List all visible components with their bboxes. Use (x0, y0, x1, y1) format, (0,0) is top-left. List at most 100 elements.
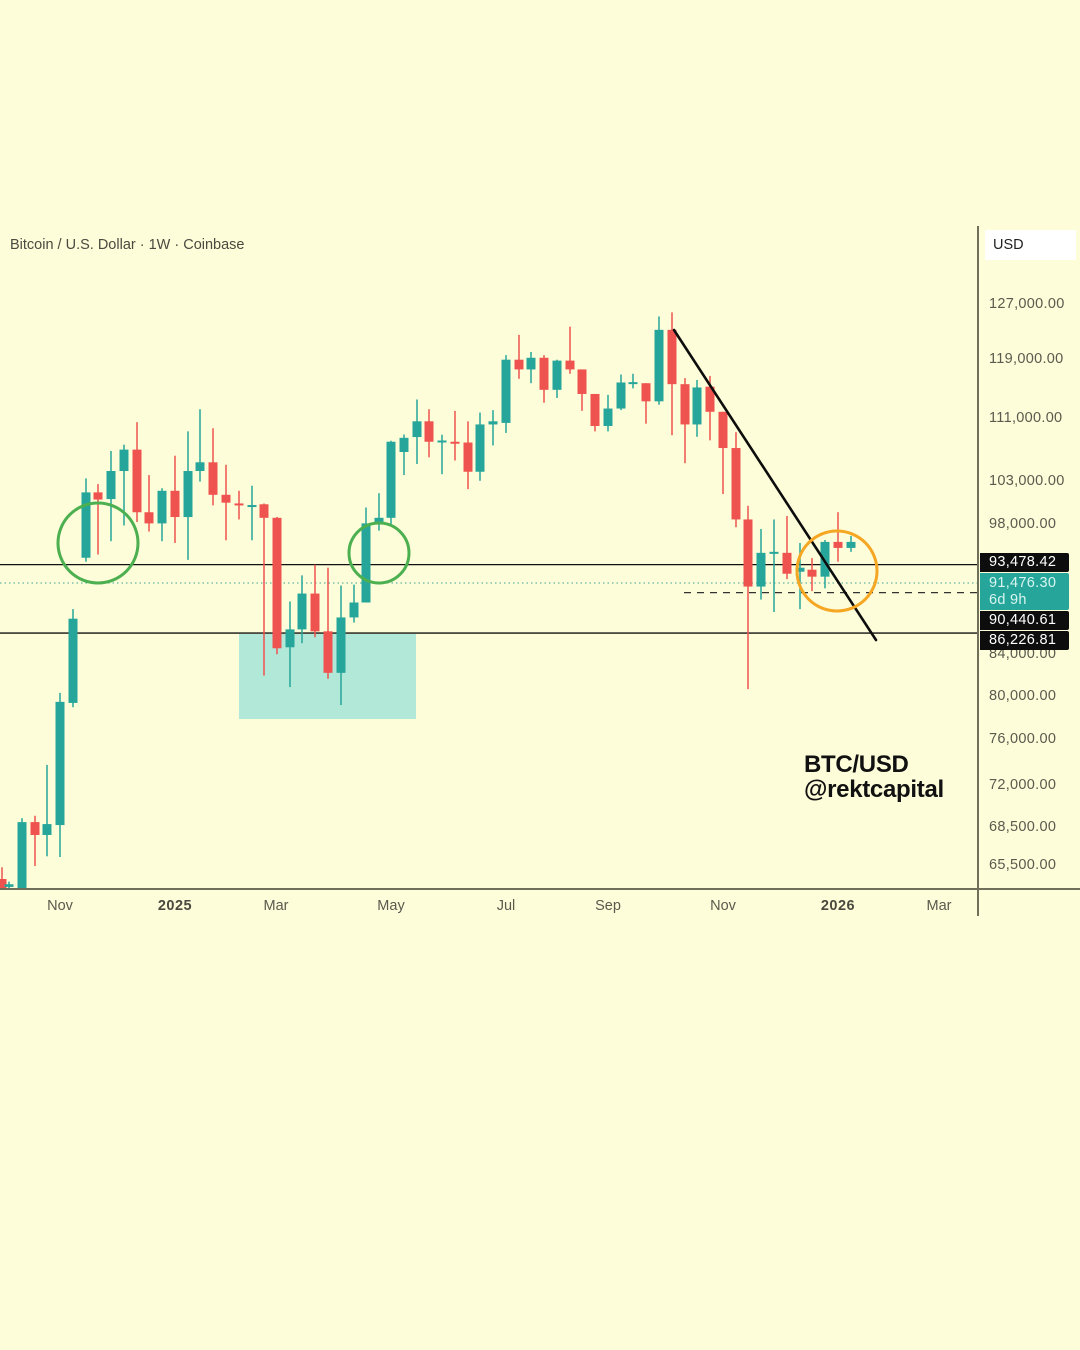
watermark: BTC/USD @rektcapital (804, 752, 944, 802)
bullish-candle[interactable] (55, 701, 65, 826)
bullish-candle[interactable] (374, 517, 384, 524)
bullish-candle[interactable] (386, 441, 396, 518)
bullish-candle[interactable] (488, 421, 498, 425)
price-axis-tick: 84,000.00 (989, 646, 1057, 663)
bullish-candle[interactable] (552, 360, 562, 390)
price-axis-divider (977, 226, 979, 916)
bullish-candle[interactable] (475, 424, 485, 472)
bearish-candle[interactable] (539, 357, 549, 390)
bearish-candle[interactable] (641, 383, 651, 402)
bullish-candle[interactable] (297, 593, 307, 630)
bullish-candle[interactable] (654, 329, 664, 402)
bearish-candle[interactable] (565, 360, 575, 370)
bullish-candle[interactable] (157, 490, 167, 524)
resistance-price-tag: 93,478.42 (980, 553, 1069, 572)
bearish-candle[interactable] (705, 386, 715, 412)
bullish-candle[interactable] (412, 421, 422, 438)
bullish-candle[interactable] (247, 505, 257, 508)
last-price-value: 91,476.30 (989, 575, 1057, 591)
bullish-candle[interactable] (17, 822, 27, 895)
bullish-candle[interactable] (4, 884, 14, 887)
bearish-candle[interactable] (30, 822, 40, 835)
bearish-candle[interactable] (272, 517, 282, 649)
candles-group (0, 312, 856, 895)
bearish-candle[interactable] (577, 369, 587, 394)
bearish-candle[interactable] (93, 492, 103, 500)
time-axis-tick: Nov (710, 898, 736, 914)
price-axis-tick: 127,000.00 (989, 296, 1065, 312)
bullish-candle[interactable] (846, 541, 856, 548)
bearish-candle[interactable] (680, 384, 690, 425)
bearish-candle[interactable] (782, 552, 792, 574)
bullish-candle[interactable] (68, 618, 78, 703)
price-axis-tick: 98,000.00 (989, 515, 1057, 532)
bullish-candle[interactable] (336, 617, 346, 673)
bullish-candle[interactable] (349, 602, 359, 618)
time-axis-tick: Nov (47, 898, 73, 914)
currency-selector[interactable]: USD (985, 230, 1076, 260)
price-axis-tick: 68,500.00 (989, 819, 1057, 836)
highlight-circle-green (56, 501, 140, 585)
bullish-candle[interactable] (42, 824, 52, 835)
bearish-candle[interactable] (259, 504, 269, 518)
time-axis-tick: Mar (926, 898, 952, 914)
bullish-candle[interactable] (628, 382, 638, 385)
bearish-candle[interactable] (743, 519, 753, 587)
bullish-candle[interactable] (361, 523, 371, 603)
highlight-circle-green (347, 521, 411, 585)
bearish-candle[interactable] (450, 441, 460, 444)
watermark-symbol: BTC/USD (804, 751, 909, 778)
support-price-tag: 86,226.81 (980, 631, 1069, 650)
bullish-candle[interactable] (106, 471, 116, 500)
bullish-candle[interactable] (526, 357, 536, 370)
bullish-candle[interactable] (437, 440, 447, 443)
bearish-candle[interactable] (221, 494, 231, 503)
bearish-candle[interactable] (463, 442, 473, 472)
bearish-candle[interactable] (310, 593, 320, 632)
bearish-candle[interactable] (590, 393, 600, 426)
bullish-candle[interactable] (795, 567, 805, 572)
price-axis-tick: 80,000.00 (989, 687, 1057, 704)
bearish-candle[interactable] (424, 421, 434, 442)
bullish-candle[interactable] (756, 552, 766, 587)
bullish-candle[interactable] (119, 449, 129, 472)
bullish-candle[interactable] (769, 551, 779, 554)
bearish-candle[interactable] (234, 503, 244, 506)
descending-trendline (672, 328, 878, 642)
bullish-candle[interactable] (81, 492, 91, 558)
bearish-candle[interactable] (170, 490, 180, 518)
bearish-candle[interactable] (323, 631, 333, 673)
price-axis-tick: 76,000.00 (989, 730, 1057, 747)
bearish-candle[interactable] (514, 359, 524, 370)
time-axis-tick: May (377, 898, 405, 914)
bullish-candle[interactable] (399, 437, 409, 452)
bullish-candle[interactable] (183, 471, 193, 518)
bearish-candle[interactable] (667, 329, 677, 385)
bullish-candle[interactable] (820, 541, 830, 577)
bearish-candle[interactable] (807, 569, 817, 577)
time-axis-tick: 2025 (157, 898, 193, 914)
bullish-candle[interactable] (603, 408, 613, 426)
time-axis-tick: Sep (595, 898, 621, 914)
mid-level-price-tag: 90,440.61 (980, 611, 1069, 630)
watermark-author: @rektcapital (804, 776, 944, 803)
bullish-candle[interactable] (616, 382, 626, 409)
time-axis-tick: Mar (263, 898, 289, 914)
last-price-tag: 91,476.30 6d 9h (980, 573, 1069, 610)
price-axis-tick: 65,500.00 (989, 856, 1057, 873)
bearish-candle[interactable] (731, 448, 741, 520)
highlight-circle-orange (795, 529, 879, 613)
bearish-candle[interactable] (132, 449, 142, 513)
chart-title: Bitcoin / U.S. Dollar · 1W · Coinbase (10, 237, 245, 253)
bullish-candle[interactable] (501, 359, 511, 423)
bearish-candle[interactable] (0, 878, 7, 891)
bullish-candle[interactable] (285, 629, 295, 648)
bullish-candle[interactable] (195, 462, 205, 472)
bearish-candle[interactable] (144, 512, 154, 524)
bearish-candle[interactable] (208, 462, 218, 495)
bearish-candle[interactable] (718, 411, 728, 449)
bullish-candle[interactable] (692, 387, 702, 425)
bearish-candle[interactable] (833, 541, 843, 548)
